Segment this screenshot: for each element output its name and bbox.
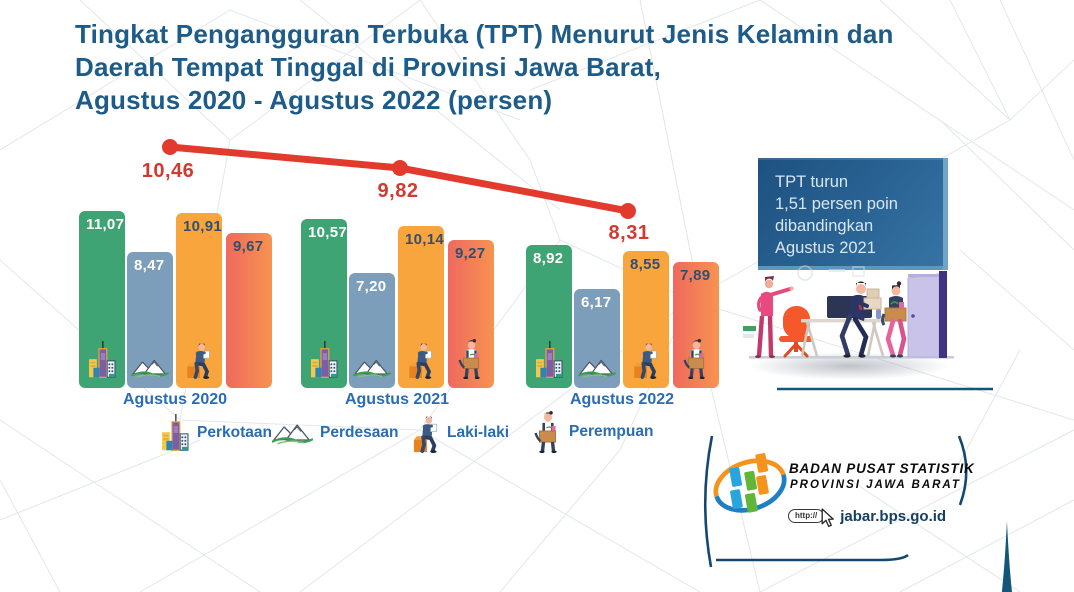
mountains-icon	[131, 357, 169, 384]
legend-label-perdesaan: Perdesaan	[320, 424, 399, 441]
bar-laki-laki-agustus-2020: 10,91	[176, 213, 222, 388]
legend-item-perdesaan: Perdesaan	[272, 411, 398, 455]
bar-value-label: 7,20	[356, 278, 387, 295]
site-url[interactable]: jabar.bps.go.id	[840, 507, 947, 525]
legend-item-perempuan: Perempuan	[533, 410, 653, 454]
bar-value-label: 7,89	[680, 267, 711, 284]
man-icon	[633, 341, 660, 384]
bar-value-label: 9,67	[233, 238, 264, 255]
bar-value-label: 10,14	[405, 231, 444, 248]
bar-perdesaan-agustus-2022: 6,17	[574, 289, 620, 388]
logo-bars	[729, 453, 769, 513]
bar-perdesaan-agustus-2020: 8,47	[127, 252, 173, 388]
leaving-woman	[881, 281, 907, 358]
people-illustration	[743, 265, 954, 380]
bar-perdesaan-agustus-2021: 7,20	[349, 273, 395, 388]
category-label-agustus-2022: Agustus 2022	[569, 391, 675, 408]
man-icon	[408, 341, 435, 384]
callout-line-3: dibandingkan	[775, 217, 874, 235]
callout-line-2: 1,51 persen poin	[775, 195, 898, 213]
bps-logo	[713, 453, 787, 513]
bar-value-label: 10,57	[308, 224, 347, 241]
bar-perkotaan-agustus-2022: 8,92	[526, 245, 572, 388]
callout-line-4: Agustus 2021	[775, 239, 876, 257]
category-label-agustus-2021: Agustus 2021	[344, 391, 450, 408]
bar-value-label: 9,27	[455, 245, 486, 262]
plant-shelf	[743, 326, 756, 338]
callout-box: TPT turun 1,51 persen poin dibandingkan …	[758, 158, 948, 270]
wall-decor	[797, 265, 865, 281]
mountains-icon	[353, 357, 391, 384]
page-title: Tingkat Pengangguran Terbuka (TPT) Menur…	[75, 18, 894, 117]
mountains-icon	[272, 421, 313, 446]
bar-value-label: 8,47	[134, 257, 165, 274]
door	[907, 271, 947, 358]
page-title-line-2: Daerah Tempat Tinggal di Provinsi Jawa B…	[75, 52, 661, 82]
bar-perkotaan-agustus-2021: 10,57	[301, 219, 347, 388]
woman-icon	[458, 339, 485, 384]
fired-man	[839, 281, 882, 358]
bar-laki-laki-agustus-2021: 10,14	[398, 226, 444, 388]
trend-value-label-agustus-2021: 9,82	[377, 180, 419, 202]
legend-item-perkotaan: Perkotaan	[160, 411, 272, 455]
callout-line-1: TPT turun	[775, 173, 849, 191]
buildings-icon	[309, 341, 339, 384]
woman-icon	[683, 339, 710, 384]
category-label-agustus-2020: Agustus 2020	[122, 391, 228, 408]
boss-woman	[755, 276, 794, 358]
trend-value-label-agustus-2020: 10,46	[141, 160, 195, 182]
floor-line	[749, 356, 954, 359]
org-region: PROVINSI JAWA BARAT	[790, 479, 961, 491]
bar-value-label: 8,55	[630, 256, 661, 273]
http-badge: http://	[788, 509, 825, 523]
man-icon	[412, 414, 440, 453]
legend-label-perempuan: Perempuan	[569, 423, 654, 440]
bar-value-label: 6,17	[581, 294, 612, 311]
bar-laki-laki-agustus-2022: 8,55	[623, 251, 669, 388]
buildings-icon	[87, 341, 117, 384]
website-row: http:// jabar.bps.go.id	[788, 498, 946, 534]
legend-item-laki-laki: Laki-laki	[412, 411, 509, 455]
man-icon	[186, 341, 213, 384]
trend-value-label-agustus-2022: 8,31	[608, 222, 650, 244]
bar-value-label: 10,91	[183, 218, 222, 235]
logo-swoosh-orange	[713, 458, 786, 498]
bar-perempuan-agustus-2022: 7,89	[673, 262, 719, 388]
bar-perempuan-agustus-2020: 9,67	[226, 233, 272, 388]
org-name: BADAN PUSAT STATISTIK	[789, 461, 975, 476]
legend-label-laki-laki: Laki-laki	[447, 424, 510, 441]
bar-value-label: 11,07	[86, 216, 125, 233]
bar-value-label: 8,92	[533, 250, 564, 267]
woman-icon	[533, 411, 562, 453]
buildings-icon	[534, 341, 564, 384]
bar-perempuan-agustus-2021: 9,27	[448, 240, 494, 388]
mountains-icon	[578, 357, 616, 384]
page-title-line-1: Tingkat Pengangguran Terbuka (TPT) Menur…	[75, 19, 894, 49]
legend-label-perkotaan: Perkotaan	[197, 424, 272, 441]
page-title-line-3: Agustus 2020 - Agustus 2022 (persen)	[75, 85, 553, 115]
bar-perkotaan-agustus-2020: 11,07	[79, 211, 125, 388]
buildings-icon	[160, 414, 190, 452]
cursor-icon	[821, 508, 836, 534]
floor-shadow	[749, 352, 949, 380]
